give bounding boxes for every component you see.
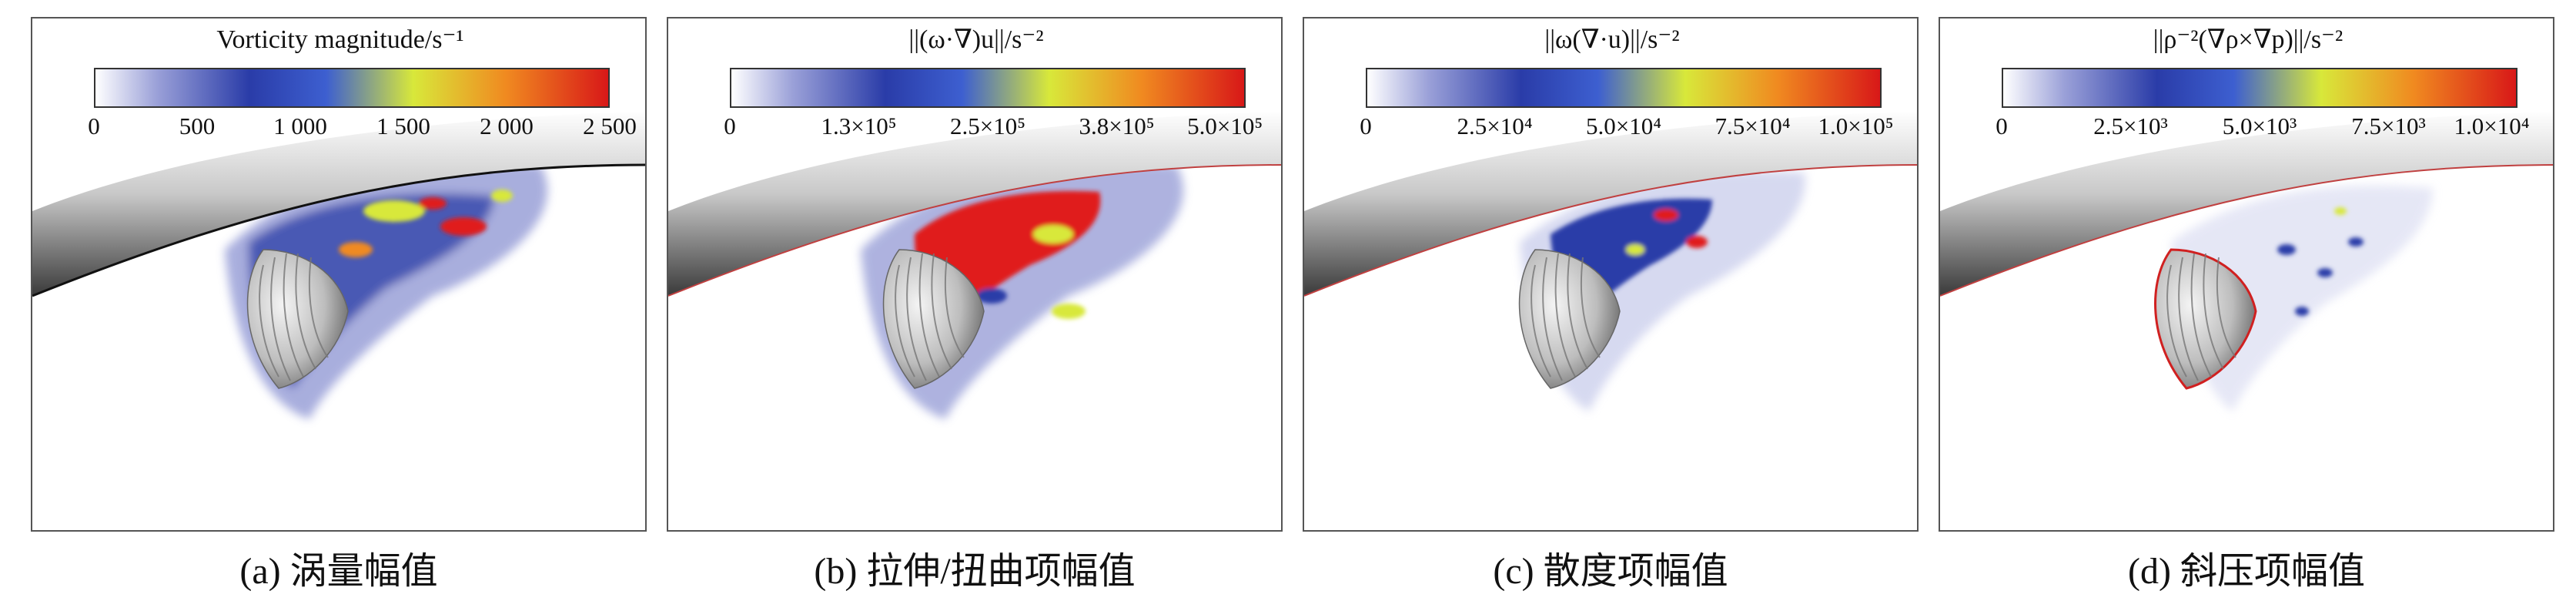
tick-label: 7.5×10³ <box>2351 112 2426 139</box>
colorbar-title: ||ω(∇·u)||/s⁻² <box>1544 25 1680 54</box>
stretching-term-field-image <box>668 18 1281 420</box>
colorbar-ticks: 0 500 1 000 1 500 2 000 2 500 <box>88 111 637 145</box>
tick-label: 2 000 <box>480 112 534 139</box>
tick-label: 1 000 <box>273 112 327 139</box>
tick-label: 1.0×10⁴ <box>2454 112 2530 139</box>
caption-c: (c) 散度项幅值 <box>1493 551 1728 592</box>
panel-c: ||ω(∇·u)||/s⁻² 0 2.5×10⁴ 5.0×10⁴ 7.5×10⁴… <box>1303 17 1919 532</box>
tick-label: 2.5×10⁵ <box>949 112 1026 139</box>
tick-label: 0 <box>1360 112 1372 139</box>
colorbar <box>1366 68 1882 108</box>
tick-label: 1 500 <box>376 112 430 139</box>
tick-label: 0 <box>724 112 736 139</box>
colorbar-ticks: 0 2.5×10³ 5.0×10³ 7.5×10³ 1.0×10⁴ <box>1996 111 2529 145</box>
panel-b: ||(ω·∇)u||/s⁻² 0 1.3×10⁵ 2.5×10⁵ 3.8×10⁵… <box>667 17 1283 532</box>
tick-label: 1.3×10⁵ <box>821 112 897 139</box>
caption-b: (b) 拉伸/扭曲项幅值 <box>814 551 1136 592</box>
colorbar <box>2002 68 2517 108</box>
colorbar-title: Vorticity magnitude/s⁻¹ <box>216 25 464 54</box>
caption-a: (a) 涡量幅值 <box>239 551 438 592</box>
colorbar-title: ||(ω·∇)u||/s⁻² <box>908 25 1044 54</box>
colorbar <box>730 68 1246 108</box>
colorbar-ticks: 0 1.3×10⁵ 2.5×10⁵ 3.8×10⁵ 5.0×10⁵ <box>724 111 1263 145</box>
panel-a: Vorticity magnitude/s⁻¹ 0 500 1 000 1 50… <box>31 17 647 532</box>
tick-label: 5.0×10⁴ <box>1585 112 1662 139</box>
tick-label: 2.5×10³ <box>2093 112 2168 139</box>
divergence-term-field-image <box>1304 18 1917 411</box>
colorbar-ticks: 0 2.5×10⁴ 5.0×10⁴ 7.5×10⁴ 1.0×10⁵ <box>1360 111 1893 145</box>
tick-label: 1.0×10⁵ <box>1818 112 1894 139</box>
tick-label: 3.8×10⁵ <box>1079 112 1155 139</box>
tick-label: 7.5×10⁴ <box>1715 112 1791 139</box>
tick-label: 2.5×10⁴ <box>1457 112 1533 139</box>
baroclinic-term-field-image <box>1940 18 2553 411</box>
vorticity-field-image <box>32 18 645 420</box>
caption-d: (d) 斜压项幅值 <box>2128 551 2365 592</box>
tick-label: 2 500 <box>583 112 637 139</box>
tick-label: 0 <box>88 112 100 139</box>
tick-label: 5.0×10⁵ <box>1187 112 1263 139</box>
colorbar-title: ||ρ⁻²(∇ρ×∇p)||/s⁻² <box>2153 25 2343 54</box>
tick-label: 5.0×10³ <box>2222 112 2297 139</box>
tick-label: 0 <box>1996 112 2008 139</box>
colorbar <box>94 68 610 108</box>
panel-d: ||ρ⁻²(∇ρ×∇p)||/s⁻² 0 2.5×10³ 5.0×10³ 7.5… <box>1939 17 2554 532</box>
tick-label: 500 <box>179 112 216 139</box>
